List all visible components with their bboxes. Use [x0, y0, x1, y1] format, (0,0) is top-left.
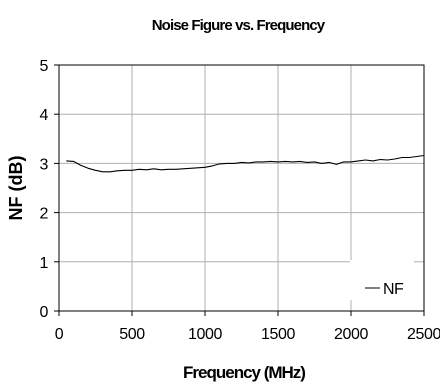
y-tick-label: 1 [40, 255, 49, 272]
y-tick-label: 2 [40, 206, 49, 223]
y-tick-label: 0 [40, 304, 49, 321]
y-tick-label: 4 [40, 107, 49, 124]
x-tick-label: 2500 [407, 326, 440, 343]
x-tick-label: 0 [55, 326, 64, 343]
x-tick-label: 500 [119, 326, 145, 343]
x-tick-label: 1000 [188, 326, 222, 343]
legend: NF [350, 260, 414, 300]
chart-title: Noise Figure vs. Frequency [152, 17, 326, 34]
y-axis-label: NF (dB) [6, 156, 26, 221]
series-layer [66, 154, 425, 173]
axis-tick-labels: 0 500 1000 1500 2000 2500 0 1 2 3 4 5 [40, 58, 440, 343]
y-tick-label: 5 [40, 58, 49, 75]
legend-box [350, 260, 414, 300]
gridlines [59, 65, 424, 311]
x-tick-label: 2000 [334, 326, 368, 343]
axis-ticks [54, 64, 425, 316]
x-tick-label: 1500 [261, 326, 295, 343]
plot-area [58, 64, 425, 312]
series-line-nf [66, 154, 425, 173]
x-axis-label: Frequency (MHz) [183, 363, 305, 382]
y-tick-label: 3 [40, 156, 49, 173]
legend-label-nf: NF [383, 281, 404, 298]
